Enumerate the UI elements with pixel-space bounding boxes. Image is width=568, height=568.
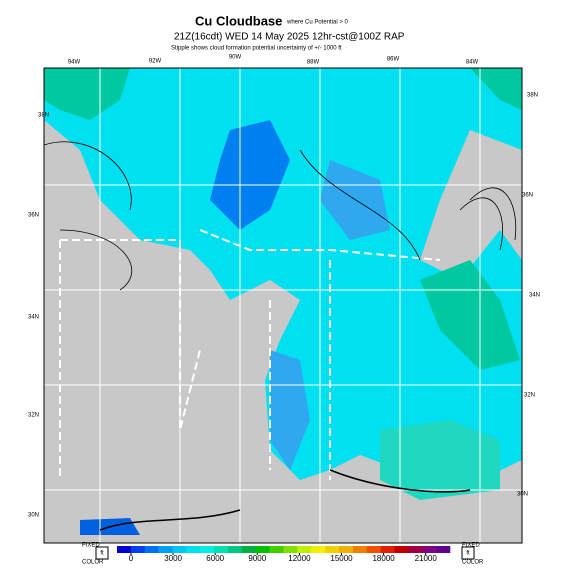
colorbar-segment bbox=[228, 546, 243, 553]
colorbar: 0 3000 6000 9000 12000 15000 18000 21000 bbox=[117, 546, 451, 563]
lat-label: 30N bbox=[517, 492, 528, 498]
colorbar-segment bbox=[130, 546, 146, 553]
lon-label: 94W bbox=[68, 60, 81, 66]
subtitle: Stipple shows cloud formation potential … bbox=[171, 46, 342, 52]
lat-label: 30N bbox=[28, 513, 39, 519]
box-unit: ft bbox=[466, 551, 470, 557]
colorbar-segment bbox=[186, 546, 201, 553]
lat-label: 32N bbox=[524, 393, 535, 399]
colorbar-segment bbox=[380, 546, 395, 553]
colorbar-segment bbox=[339, 546, 354, 553]
lon-label: 84W bbox=[466, 60, 479, 66]
model: 12hr-cst@100Z RAP bbox=[312, 32, 405, 43]
colorbar-segment bbox=[255, 546, 270, 553]
colorbar-tick-label: 15000 bbox=[330, 554, 353, 563]
lat-label: 38N bbox=[38, 113, 49, 119]
colorbar-segment bbox=[422, 546, 437, 553]
colorbar-segment bbox=[241, 546, 257, 553]
colorbar-segment bbox=[117, 546, 132, 553]
lat-label: 34N bbox=[28, 315, 39, 321]
colorbar-segment bbox=[283, 546, 298, 553]
colorbar-segment bbox=[172, 546, 187, 553]
box-label: COLOR bbox=[462, 560, 484, 566]
colorbar-segment bbox=[269, 546, 284, 553]
lon-label: 90W bbox=[229, 55, 242, 61]
colorbar-segment bbox=[394, 546, 409, 553]
fixed-color-box: FIXED ft COLOR FIXED ft COLOR bbox=[82, 543, 484, 566]
colorbar-segment bbox=[214, 546, 229, 553]
colorbar-segment bbox=[366, 546, 381, 553]
lon-label: 86W bbox=[387, 57, 400, 63]
box-label: FIXED bbox=[82, 543, 100, 549]
colorbar-tick-label: 6000 bbox=[206, 554, 224, 563]
colorbar-tick-label: 9000 bbox=[248, 554, 266, 563]
box-unit: ft bbox=[100, 551, 104, 557]
colorbar-segment bbox=[200, 546, 215, 553]
colorbar-tick-label: 21000 bbox=[415, 554, 438, 563]
title: Cu Cloudbase bbox=[195, 13, 282, 28]
colorbar-segment bbox=[297, 546, 312, 553]
colorbar-tick-label: 12000 bbox=[288, 554, 311, 563]
lat-label: 36N bbox=[522, 193, 533, 199]
colorbar-tick-label: 18000 bbox=[372, 554, 395, 563]
lat-label: 32N bbox=[28, 413, 39, 419]
lon-label: 88W bbox=[307, 60, 320, 66]
title-note: where Cu Potential > 0 bbox=[286, 20, 349, 26]
colorbar-segment bbox=[408, 546, 423, 553]
map bbox=[43, 67, 523, 544]
colorbar-segment bbox=[325, 546, 340, 553]
lon-label: 92W bbox=[149, 59, 162, 65]
colorbar-tick-label: 3000 bbox=[164, 554, 182, 563]
colorbar-segment bbox=[352, 546, 368, 553]
lat-label: 38N bbox=[527, 93, 538, 99]
colorbar-tick-label: 0 bbox=[129, 554, 134, 563]
box-label: FIXED bbox=[462, 543, 480, 549]
lat-label: 34N bbox=[529, 293, 540, 299]
time: 21Z(16cdt) WED 14 May 2025 bbox=[174, 32, 309, 43]
colorbar-segment bbox=[436, 546, 451, 553]
colorbar-segment bbox=[311, 546, 326, 553]
lat-label: 36N bbox=[28, 213, 39, 219]
colorbar-segment bbox=[144, 546, 159, 553]
box-label: COLOR bbox=[82, 560, 104, 566]
colorbar-segment bbox=[158, 546, 173, 553]
